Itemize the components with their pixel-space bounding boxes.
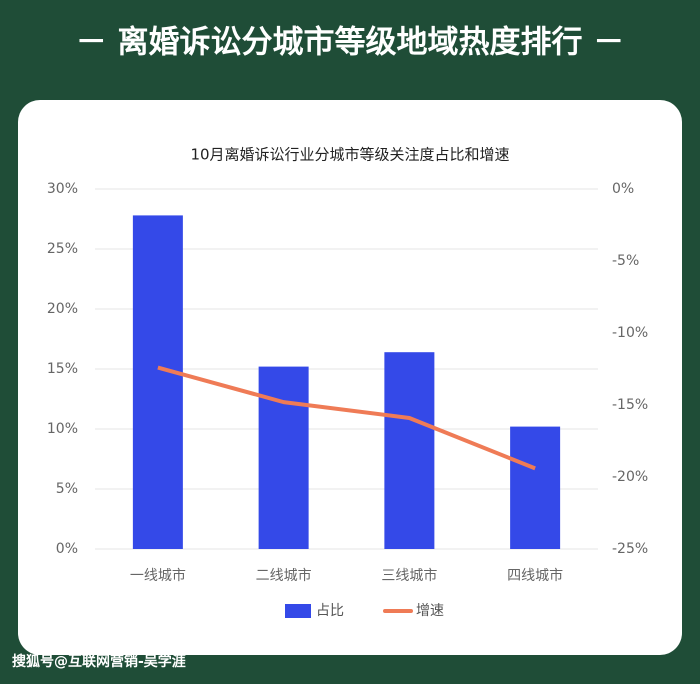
bar <box>510 426 561 549</box>
y2-tick-label: -5% <box>612 253 639 269</box>
chart-title: 10月离婚诉讼行业分城市等级关注度占比和增速 <box>190 146 509 164</box>
x-tick-label: 一线城市 <box>130 567 186 584</box>
legend-label: 增速 <box>416 603 444 619</box>
x-tick-label: 四线城市 <box>507 567 563 584</box>
bar <box>384 352 435 549</box>
y-tick-label: 10% <box>47 421 78 437</box>
y-tick-label: 0% <box>56 541 78 557</box>
y2-tick-label: 0% <box>612 181 634 197</box>
bar <box>258 366 309 549</box>
y2-tick-label: -10% <box>612 325 648 341</box>
legend-label: 占比 <box>316 603 344 619</box>
bar <box>132 215 183 549</box>
y-tick-label: 25% <box>47 241 78 257</box>
y-tick-label: 20% <box>47 301 78 317</box>
x-tick-label: 三线城市 <box>381 567 437 584</box>
y2-tick-label: -20% <box>612 469 648 485</box>
y2-tick-label: -15% <box>612 397 648 413</box>
legend-swatch <box>285 604 311 618</box>
line <box>157 365 536 471</box>
card <box>18 100 682 655</box>
y2-tick-label: -25% <box>612 541 648 557</box>
x-tick-label: 二线城市 <box>256 567 312 584</box>
y-tick-label: 30% <box>47 181 78 197</box>
y-tick-label: 5% <box>56 481 78 497</box>
y-tick-label: 15% <box>47 361 78 377</box>
watermark: 搜狐号@互联网营销-吴学涯 <box>12 653 186 670</box>
header-title: － 离婚诉讼分城市等级地域热度排行 － <box>76 25 625 61</box>
